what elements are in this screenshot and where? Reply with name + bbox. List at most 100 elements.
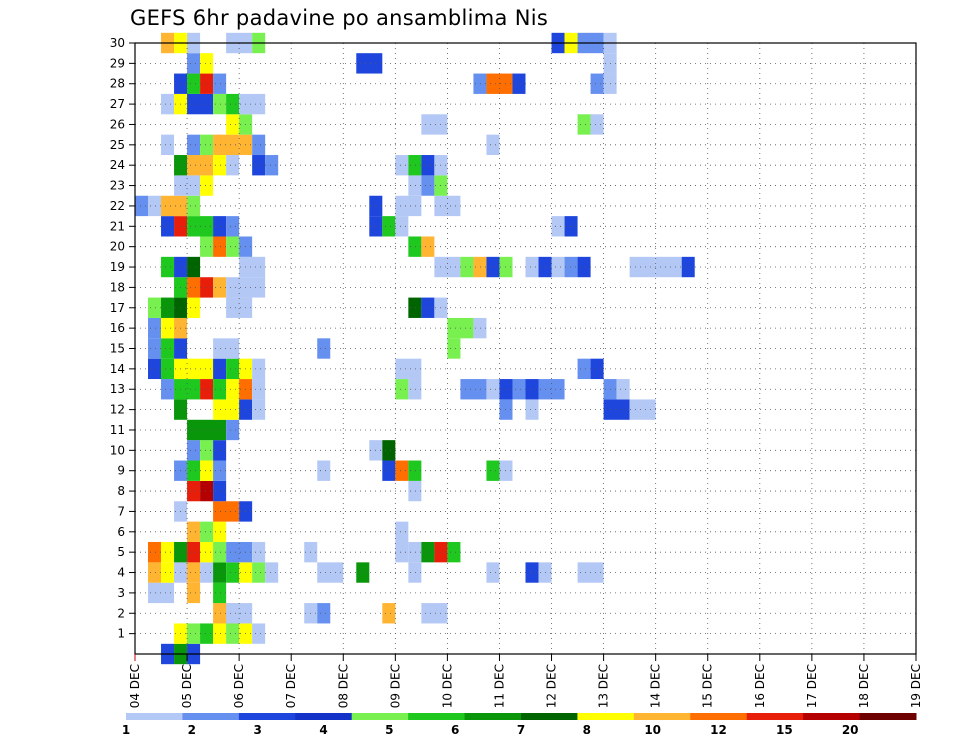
heatmap-cell bbox=[200, 175, 214, 196]
heatmap-cell bbox=[447, 541, 461, 563]
x-tick-label: 04 DEC bbox=[128, 664, 142, 708]
y-tick-label: 21 bbox=[110, 219, 125, 233]
heatmap-cell bbox=[213, 480, 227, 502]
colorbar-label: 2 bbox=[188, 723, 196, 737]
heatmap-cell bbox=[226, 236, 240, 257]
heatmap-cell bbox=[187, 582, 201, 604]
heatmap-cell bbox=[187, 134, 201, 156]
y-tick-label: 7 bbox=[117, 504, 125, 518]
heatmap-cell bbox=[161, 216, 175, 237]
heatmap-cell bbox=[200, 541, 214, 563]
heatmap-cell bbox=[252, 134, 266, 156]
heatmap-cell bbox=[629, 256, 656, 278]
heatmap-cell bbox=[265, 155, 279, 176]
x-tick-label: 13 DEC bbox=[597, 664, 611, 708]
heatmap-cell bbox=[486, 256, 500, 278]
heatmap-cell bbox=[213, 582, 227, 604]
heatmap-cell bbox=[395, 379, 409, 400]
heatmap-cell bbox=[486, 460, 500, 481]
heatmap-cell bbox=[382, 216, 396, 237]
y-tick-label: 29 bbox=[110, 56, 125, 70]
heatmap-cell bbox=[187, 623, 201, 644]
heatmap-cell bbox=[200, 73, 214, 94]
heatmap-cell bbox=[187, 195, 201, 217]
colorbar-swatch bbox=[690, 713, 748, 720]
colorbar-label: 3 bbox=[253, 723, 261, 737]
heatmap-cell bbox=[395, 541, 409, 563]
heatmap-cell bbox=[512, 379, 526, 400]
heatmap-cell bbox=[213, 338, 240, 359]
heatmap-cell bbox=[200, 460, 214, 481]
heatmap-cell bbox=[161, 379, 175, 400]
y-tick-label: 17 bbox=[110, 301, 125, 315]
heatmap-cell bbox=[226, 562, 240, 583]
x-tick-label: 06 DEC bbox=[232, 664, 246, 708]
y-tick-label: 27 bbox=[110, 97, 125, 111]
heatmap-cell bbox=[525, 379, 539, 400]
heatmap-cell bbox=[486, 379, 500, 400]
heatmap-cell bbox=[226, 419, 240, 441]
x-tick-label: 10 DEC bbox=[440, 664, 454, 708]
y-tick-label: 2 bbox=[117, 606, 125, 620]
y-tick-label: 3 bbox=[117, 586, 125, 600]
heatmap-cell bbox=[135, 195, 149, 217]
heatmap-cell bbox=[473, 317, 487, 339]
heatmap-cell bbox=[356, 53, 383, 74]
heatmap-cell bbox=[226, 216, 240, 237]
heatmap-cell bbox=[161, 134, 175, 156]
heatmap-cell bbox=[564, 256, 578, 278]
heatmap-cell bbox=[161, 93, 175, 115]
heatmap-cell bbox=[226, 114, 240, 135]
heatmap-cell bbox=[382, 603, 396, 624]
heatmap-cell bbox=[395, 155, 409, 176]
heatmap-cell bbox=[226, 155, 240, 176]
x-axis: 04 DEC 05 DEC 06 DEC 07 DEC 08 DEC 09 DEC 10 D… bbox=[128, 654, 923, 708]
y-axis: 1234567891011121314151617181920212223242… bbox=[110, 36, 135, 641]
heatmap-cell bbox=[252, 155, 266, 176]
heatmap-cell bbox=[551, 256, 565, 278]
heatmap-cell bbox=[408, 175, 422, 196]
heatmap-cell bbox=[226, 623, 240, 644]
heatmap-cell bbox=[161, 338, 175, 359]
heatmap-cell bbox=[187, 541, 201, 563]
colorbar-label: 12 bbox=[710, 723, 727, 737]
heatmap-cell bbox=[395, 216, 409, 237]
heatmap-cell bbox=[616, 379, 630, 400]
heatmap-cell bbox=[421, 155, 435, 176]
colorbar-swatch bbox=[746, 713, 804, 720]
heatmap-cell bbox=[213, 521, 227, 542]
heatmap-cell bbox=[200, 53, 214, 74]
heatmap-cell bbox=[148, 297, 162, 318]
y-tick-label: 1 bbox=[117, 627, 125, 641]
y-tick-label: 4 bbox=[117, 566, 125, 580]
heatmap-cell bbox=[187, 53, 201, 74]
x-tick-label: 19 DEC bbox=[909, 664, 923, 708]
heatmap-cell bbox=[356, 562, 370, 583]
heatmap-cell bbox=[148, 582, 175, 604]
x-tick-label: 11 DEC bbox=[492, 664, 506, 708]
colorbar-swatch bbox=[803, 713, 861, 720]
colorbar-label: 6 bbox=[451, 723, 459, 737]
heatmap-cell bbox=[187, 277, 201, 298]
heatmap-cell bbox=[200, 440, 214, 461]
colorbar-swatch bbox=[182, 713, 240, 720]
heatmap-cell bbox=[226, 358, 240, 380]
heatmap-cell bbox=[590, 114, 604, 135]
heatmap-cell bbox=[577, 114, 591, 135]
heatmap-cell bbox=[226, 379, 240, 400]
heatmap-cell bbox=[148, 358, 162, 380]
heatmap-cell bbox=[161, 317, 175, 339]
y-tick-label: 6 bbox=[117, 525, 125, 539]
heatmap-cell bbox=[603, 399, 630, 420]
heatmap-cell bbox=[187, 419, 227, 441]
heatmap-cell bbox=[434, 256, 461, 278]
heatmap-cell bbox=[213, 501, 240, 522]
heatmap-cell bbox=[161, 541, 175, 563]
colorbar: 1 2 3 4 5 6 7 8 10 12 15 20 bbox=[122, 713, 917, 737]
y-tick-label: 26 bbox=[110, 117, 125, 131]
heatmap-cell bbox=[408, 460, 422, 481]
heatmap-cell bbox=[460, 256, 474, 278]
heatmap-cell bbox=[473, 256, 487, 278]
heatmap-cell bbox=[629, 399, 656, 420]
heatmap-cell bbox=[486, 134, 500, 156]
